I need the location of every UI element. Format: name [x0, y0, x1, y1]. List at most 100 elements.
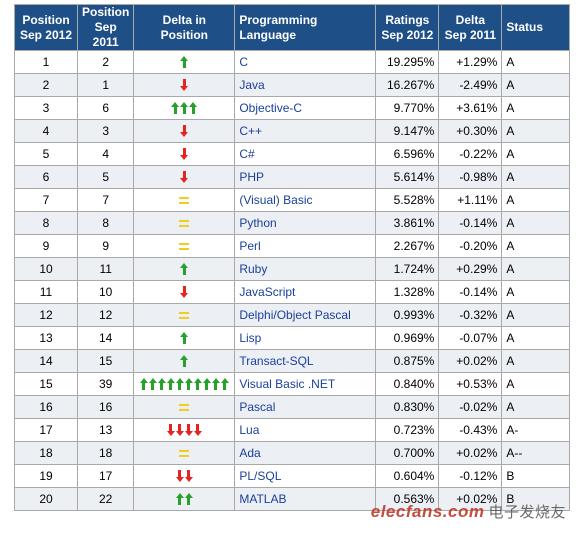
language-link[interactable]: Objective-C — [234, 96, 377, 120]
status-cell: A — [501, 211, 570, 235]
header-position-now: Position Sep 2012 — [14, 4, 78, 51]
position-prev-cell: 39 — [76, 372, 135, 396]
language-link[interactable]: PL/SQL — [234, 464, 377, 488]
rating-cell: 0.875% — [375, 349, 440, 373]
position-now-cell: 4 — [14, 119, 78, 143]
equal-sign-icon — [179, 449, 190, 457]
language-link[interactable]: Visual Basic .NET — [234, 372, 377, 396]
delta-rating-cell: +0.30% — [438, 119, 503, 143]
table-row: 5 4 C# 6.596% -0.22% A — [14, 142, 570, 166]
equal-sign-icon — [179, 242, 190, 250]
header-row: Position Sep 2012 Position Sep 2011 Delt… — [14, 4, 570, 51]
status-cell: A — [501, 188, 570, 212]
position-prev-cell: 10 — [76, 280, 135, 304]
language-link[interactable]: Transact-SQL — [234, 349, 377, 373]
down-arrow-icon — [180, 125, 189, 137]
language-link[interactable]: Ruby — [234, 257, 377, 281]
table-row: 12 12 Delphi/Object Pascal 0.993% -0.32% A — [14, 303, 570, 327]
delta-rating-cell: +1.11% — [438, 188, 503, 212]
table-row: 16 16 Pascal 0.830% -0.02% A — [14, 395, 570, 419]
delta-rating-cell: +0.02% — [438, 349, 503, 373]
language-link[interactable]: Python — [234, 211, 377, 235]
status-cell: A — [501, 96, 570, 120]
position-prev-cell: 7 — [76, 188, 135, 212]
language-link[interactable]: Pascal — [234, 395, 377, 419]
status-cell: A-- — [501, 441, 570, 465]
watermark-logo: elecfans.com 电子发烧友 — [371, 501, 566, 522]
position-now-cell: 17 — [14, 418, 78, 442]
down-arrow-icon — [184, 424, 193, 436]
table-row: 19 17 PL/SQL 0.604% -0.12% B — [14, 464, 570, 488]
table-row: 15 39 Visual Basic .NET 0.840% +0.53% A — [14, 372, 570, 396]
position-now-cell: 12 — [14, 303, 78, 327]
table-row: 3 6 Objective-C 9.770% +3.61% A — [14, 96, 570, 120]
status-cell: A — [501, 303, 570, 327]
table-row: 20 22 MATLAB 0.563% +0.02% B — [14, 487, 570, 511]
up-arrow-icon — [189, 102, 198, 114]
rating-cell: 9.770% — [375, 96, 440, 120]
position-prev-cell: 15 — [76, 349, 135, 373]
equal-sign-icon — [179, 196, 190, 204]
delta-position-cell — [133, 395, 236, 419]
language-link[interactable]: C — [234, 50, 377, 74]
delta-rating-cell: +0.53% — [438, 372, 503, 396]
down-arrow-icon — [193, 424, 202, 436]
position-prev-cell: 11 — [76, 257, 135, 281]
down-arrow-icon — [166, 424, 175, 436]
language-link[interactable]: MATLAB — [234, 487, 377, 511]
rating-cell: 3.861% — [375, 211, 440, 235]
position-prev-cell: 6 — [76, 96, 135, 120]
position-now-cell: 18 — [14, 441, 78, 465]
rating-cell: 5.528% — [375, 188, 440, 212]
position-prev-cell: 9 — [76, 234, 135, 258]
delta-position-cell — [133, 188, 236, 212]
rating-cell: 0.604% — [375, 464, 440, 488]
delta-rating-cell: +0.02% — [438, 487, 503, 511]
language-link[interactable]: C# — [234, 142, 377, 166]
position-now-cell: 6 — [14, 165, 78, 189]
language-link[interactable]: Perl — [234, 234, 377, 258]
status-cell: A- — [501, 418, 570, 442]
rating-cell: 6.596% — [375, 142, 440, 166]
position-now-cell: 15 — [14, 372, 78, 396]
language-link[interactable]: Lisp — [234, 326, 377, 350]
status-cell: A — [501, 349, 570, 373]
position-now-cell: 2 — [14, 73, 78, 97]
language-link[interactable]: (Visual) Basic — [234, 188, 377, 212]
delta-position-cell — [133, 441, 236, 465]
delta-position-cell — [133, 326, 236, 350]
language-link[interactable]: C++ — [234, 119, 377, 143]
up-arrow-icon — [184, 378, 193, 390]
rating-cell: 19.295% — [375, 50, 440, 74]
rating-cell: 0.563% — [375, 487, 440, 511]
delta-rating-cell: +0.29% — [438, 257, 503, 281]
position-now-cell: 7 — [14, 188, 78, 212]
delta-position-cell — [133, 303, 236, 327]
language-link[interactable]: Java — [234, 73, 377, 97]
language-link[interactable]: Ada — [234, 441, 377, 465]
language-link[interactable]: PHP — [234, 165, 377, 189]
status-cell: A — [501, 280, 570, 304]
position-prev-cell: 18 — [76, 441, 135, 465]
position-prev-cell: 17 — [76, 464, 135, 488]
watermark-sub: 电子发烧友 — [488, 504, 566, 521]
table-row: 17 13 Lua 0.723% -0.43% A- — [14, 418, 570, 442]
position-prev-cell: 22 — [76, 487, 135, 511]
language-link[interactable]: Lua — [234, 418, 377, 442]
position-prev-cell: 2 — [76, 50, 135, 74]
delta-rating-cell: -0.98% — [438, 165, 503, 189]
position-now-cell: 1 — [14, 50, 78, 74]
position-now-cell: 16 — [14, 395, 78, 419]
up-arrow-icon — [166, 378, 175, 390]
down-arrow-icon — [175, 470, 184, 482]
rating-cell: 0.830% — [375, 395, 440, 419]
delta-rating-cell: -0.20% — [438, 234, 503, 258]
down-arrow-icon — [175, 424, 184, 436]
language-link[interactable]: JavaScript — [234, 280, 377, 304]
header-position-prev: Position Sep 2011 — [76, 4, 135, 51]
delta-rating-cell: -0.43% — [438, 418, 503, 442]
status-cell: B — [501, 487, 570, 511]
equal-sign-icon — [179, 403, 190, 411]
position-prev-cell: 16 — [76, 395, 135, 419]
language-link[interactable]: Delphi/Object Pascal — [234, 303, 377, 327]
